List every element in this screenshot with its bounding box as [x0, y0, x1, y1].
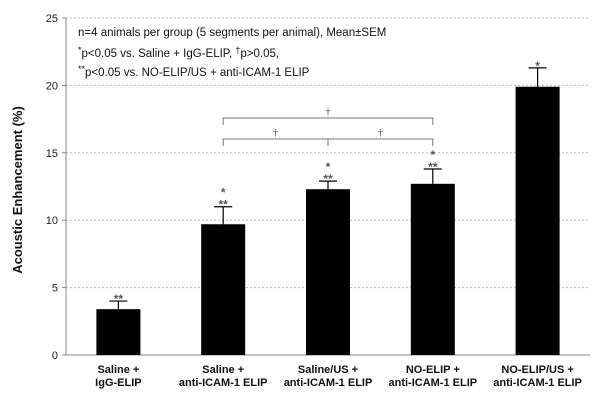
annotation-line-3: **p<0.05 vs. NO-ELIP/US + anti-ICAM-1 EL… — [78, 64, 310, 79]
significance-marker: ** — [219, 198, 229, 212]
y-tick-label: 25 — [46, 13, 58, 25]
y-tick-label: 15 — [46, 148, 58, 160]
category-label: anti-ICAM-1 ELIP — [388, 377, 477, 389]
annotation-line-2: *p<0.05 vs. Saline + IgG-ELIP, †p>0.05, — [78, 45, 279, 60]
significance-marker: ** — [323, 172, 333, 186]
y-tick-label: 0 — [52, 350, 58, 362]
annotation-text-2b: p>0.05, — [240, 48, 279, 60]
y-tick-label: 5 — [52, 283, 58, 295]
bracket-dagger: † — [325, 106, 331, 118]
category-label: Saline + — [97, 364, 139, 376]
category-label: anti-ICAM-1 ELIP — [179, 377, 268, 389]
significance-marker: ** — [428, 160, 438, 174]
category-label: anti-ICAM-1 ELIP — [493, 377, 582, 389]
y-tick-label: 10 — [46, 215, 58, 227]
significance-markers: ******** **** — [114, 59, 541, 306]
significance-marker: * — [326, 160, 331, 174]
category-label: Saline/US + — [298, 364, 358, 376]
comparison-bracket — [222, 117, 434, 125]
bar — [96, 309, 141, 355]
annotation-mark-dagger: † — [235, 45, 240, 55]
bar — [306, 189, 350, 355]
bracket-dagger: † — [378, 127, 384, 139]
error-bars — [109, 67, 547, 310]
bar — [515, 86, 560, 356]
significance-marker: ** — [114, 292, 124, 306]
category-label: anti-ICAM-1 ELIP — [284, 377, 373, 389]
annotation-line-1: n=4 animals per group (5 segments per an… — [78, 27, 386, 39]
bar — [201, 224, 246, 355]
comparison-bracket — [327, 138, 434, 146]
significance-marker: * — [430, 148, 435, 162]
significance-marker: * — [221, 186, 226, 200]
category-label: NO-ELIP/US + — [501, 364, 573, 376]
comparison-brackets: † † † — [222, 106, 434, 146]
category-label: NO-ELIP + — [406, 364, 460, 376]
y-tick-labels: 0 5 10 15 20 25 — [46, 13, 58, 362]
category-label: Saline + — [202, 364, 244, 376]
annotation-text-2a: p<0.05 vs. Saline + IgG-ELIP, — [82, 48, 236, 60]
bars — [96, 86, 560, 356]
category-label: IgG-ELIP — [95, 377, 141, 389]
annotation-text-3: p<0.05 vs. NO-ELIP/US + anti-ICAM-1 ELIP — [85, 67, 310, 79]
annotation-block: n=4 animals per group (5 segments per an… — [78, 27, 386, 79]
significance-marker: * — [535, 59, 540, 73]
annotation-mark-star: * — [78, 45, 82, 55]
comparison-bracket — [222, 138, 329, 146]
bracket-dagger: † — [273, 127, 279, 139]
annotation-mark-double-star: ** — [78, 64, 86, 74]
y-tick-label: 20 — [46, 80, 58, 92]
y-axis-label: Acoustic Enhancement (%) — [10, 106, 25, 274]
bar — [410, 183, 455, 355]
